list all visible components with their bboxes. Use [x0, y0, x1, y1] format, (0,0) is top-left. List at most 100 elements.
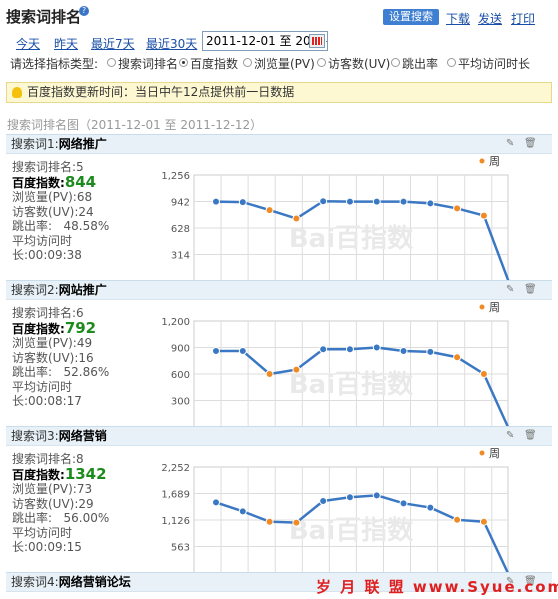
data-point: [319, 197, 328, 206]
trend-chart-3: 2,252 1,689 1,126 563 Bai百指数 周: [161, 447, 510, 573]
series-line: [216, 346, 510, 427]
data-point: [479, 370, 488, 378]
radio-baidu-index-label: 百度指数: [190, 57, 239, 71]
data-point: [399, 499, 408, 508]
legend-label: 周: [489, 447, 500, 460]
data-point: [479, 211, 488, 220]
trend-chart-2: 1,200 900 600 300 Bai百指数 周: [161, 301, 510, 427]
calendar-icon[interactable]: [309, 34, 325, 48]
data-point: [399, 197, 408, 206]
keyword-panel-4: 搜索词4:网络营销论坛 ✎ 🗑: [6, 572, 552, 599]
data-point: [238, 198, 247, 207]
data-point: [372, 343, 381, 352]
radio-rank[interactable]: [107, 58, 116, 67]
delete-icon[interactable]: 🗑: [524, 430, 537, 441]
download-link[interactable]: 下载: [446, 12, 471, 26]
baidu-index-value: 844: [64, 172, 97, 191]
print-link[interactable]: 打印: [511, 12, 536, 26]
search-settings-button[interactable]: 设置搜索: [383, 9, 439, 25]
data-point: [426, 347, 435, 356]
delete-icon[interactable]: 🗑: [524, 138, 537, 149]
data-point: [238, 347, 247, 356]
baidu-watermark: Bai百指数: [289, 516, 414, 546]
baidu-watermark: Bai百指数: [289, 224, 414, 254]
data-point: [265, 206, 274, 215]
y-tick-label: 1,126: [161, 516, 190, 527]
keyword-stats: 搜索词排名:5 百度指数:844 浏览量(PV):68 访客数(UV):24 跳…: [12, 160, 110, 262]
delete-icon[interactable]: 🗑: [524, 576, 537, 587]
data-point: [319, 345, 328, 354]
keyword-panel-3: 搜索词3:网络营销 ✎ 🗑 搜索词排名:8 百度指数:1342 浏览量(PV):…: [6, 426, 552, 573]
panel-keyword: 网络推广: [58, 137, 107, 151]
data-point: [238, 507, 247, 516]
legend-marker: [478, 303, 486, 311]
radio-bounce[interactable]: [391, 58, 400, 67]
panel-header-label: 搜索词4:: [11, 575, 59, 589]
edit-icon[interactable]: ✎: [506, 284, 515, 295]
data-point: [212, 197, 220, 206]
data-point: [399, 347, 408, 356]
radio-baidu-index[interactable]: [179, 58, 188, 67]
y-tick-label: 600: [171, 370, 190, 381]
radio-rank-label: 搜索词排名: [118, 57, 179, 71]
data-point: [345, 345, 354, 354]
baidu-index-value: 792: [64, 318, 97, 337]
help-icon[interactable]: ?: [79, 6, 89, 16]
radio-duration-label: 平均访问时长: [458, 57, 531, 71]
radio-duration[interactable]: [447, 58, 456, 67]
legend-marker: [478, 449, 486, 457]
panel-keyword: 网站推广: [58, 283, 107, 297]
data-point: [212, 498, 220, 507]
data-point: [265, 517, 274, 526]
data-point: [292, 365, 301, 374]
baidu-watermark: Bai百指数: [289, 370, 414, 400]
data-point: [479, 517, 488, 526]
data-point: [345, 493, 354, 502]
panel-header-label: 搜索词1:: [11, 137, 59, 151]
radio-pv-label: 浏览量(PV): [254, 57, 315, 71]
y-tick-label: 942: [171, 198, 190, 209]
keyword-stats: 搜索词排名:8 百度指数:1342 浏览量(PV):73 访客数(UV):29 …: [12, 452, 110, 554]
delete-icon[interactable]: 🗑: [524, 284, 537, 295]
legend-marker: [478, 157, 486, 165]
edit-icon[interactable]: ✎: [506, 430, 515, 441]
update-notice-text: 百度指数更新时间：当日中午12点提供前一日数据: [27, 85, 295, 99]
data-point: [372, 197, 381, 206]
data-point: [426, 199, 435, 208]
range-30days-link[interactable]: 最近30天: [146, 37, 198, 51]
y-tick-label: 1,200: [161, 317, 190, 328]
date-range-input[interactable]: 2011-12-01 至 2011-12-12: [202, 31, 328, 51]
metric-selector-label: 请选择指标类型:: [10, 57, 99, 71]
series-line: [215, 199, 510, 281]
radio-uv-label: 访客数(UV): [328, 57, 391, 71]
panel-header: 搜索词1:网络推广 ✎ 🗑: [6, 135, 552, 154]
panel-keyword: 网络营销论坛: [58, 575, 131, 589]
edit-icon[interactable]: ✎: [506, 576, 515, 587]
radio-pv[interactable]: [243, 58, 252, 67]
keyword-stats: 搜索词排名:6 百度指数:792 浏览量(PV):49 访客数(UV):16 跳…: [12, 306, 110, 408]
page-title: 搜索词排名: [6, 8, 82, 26]
baidu-index-value: 1342: [64, 464, 107, 483]
panel-header: 搜索词2:网站推广 ✎ 🗑: [6, 281, 552, 300]
data-point: [426, 503, 435, 512]
radio-bounce-label: 跳出率: [402, 57, 439, 71]
trend-chart-1: 1,256 942 628 314 Bai百指数 周: [161, 155, 510, 281]
y-tick-label: 314: [171, 251, 190, 262]
data-point: [345, 197, 354, 206]
panel-header: 搜索词3:网络营销 ✎ 🗑: [6, 427, 552, 446]
range-7days-link[interactable]: 最近7天: [91, 37, 135, 51]
data-point: [453, 515, 462, 524]
data-point: [453, 353, 462, 362]
range-today-link[interactable]: 今天: [16, 37, 41, 51]
series-line: [215, 494, 510, 573]
range-yesterday-link[interactable]: 昨天: [54, 37, 79, 51]
y-tick-label: 2,252: [161, 463, 190, 474]
lightbulb-icon: [12, 87, 22, 98]
y-tick-label: 563: [171, 543, 190, 554]
radio-uv[interactable]: [317, 58, 326, 67]
edit-icon[interactable]: ✎: [506, 138, 515, 149]
keyword-panel-1: 搜索词1:网络推广 ✎ 🗑 搜索词排名:5 百度指数:844 浏览量(PV):6…: [6, 134, 552, 281]
panel-header-label: 搜索词3:: [11, 429, 59, 443]
y-tick-label: 628: [171, 224, 190, 235]
send-link[interactable]: 发送: [478, 12, 503, 26]
